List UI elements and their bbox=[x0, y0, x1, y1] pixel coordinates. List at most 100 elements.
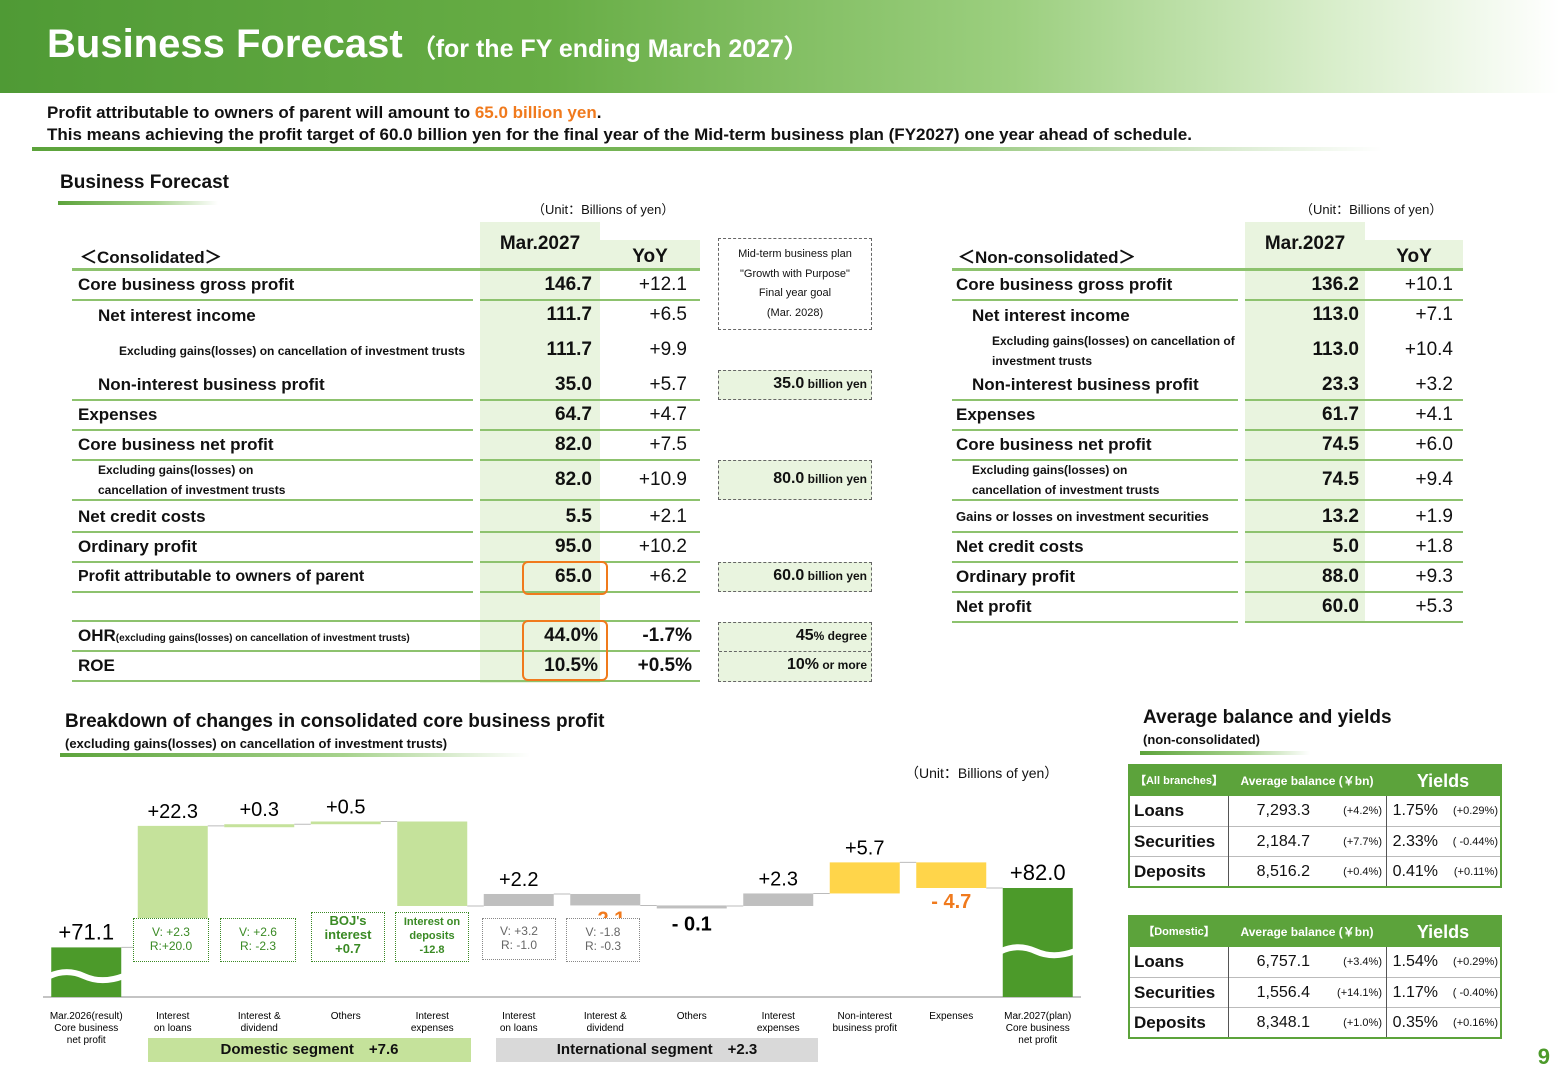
nonconsolidated-row-rule bbox=[1245, 459, 1463, 461]
goal-ratios: 45% degree 10% or more bbox=[718, 622, 872, 682]
nonconsolidated-header-rule bbox=[952, 268, 1463, 271]
waterfall-category-label: Interest & bbox=[238, 1011, 281, 1022]
waterfall-value-label: - 4.7 bbox=[931, 891, 971, 913]
waterfall-category-label: expenses bbox=[757, 1023, 800, 1034]
consolidated-col-yoy: YoY bbox=[632, 246, 668, 267]
waterfall-category-label: expenses bbox=[411, 1023, 454, 1034]
nonconsolidated-label: Expenses bbox=[956, 405, 1036, 424]
yields-row: Securities 2,184.7 (+7.7%) 2.33% ( -0.44%) bbox=[1130, 826, 1500, 856]
nonconsolidated-label: Net profit bbox=[956, 597, 1032, 616]
yields-balance-change: (+3.4%) bbox=[1343, 956, 1382, 968]
nonconsolidated-yoy: +7.1 bbox=[1415, 304, 1453, 325]
consolidated-value: 111.7 bbox=[546, 339, 592, 360]
nonconsolidated-value-column bbox=[1245, 222, 1365, 622]
ratio-row-rule bbox=[72, 680, 700, 682]
consolidated-label: Net credit costs bbox=[78, 507, 206, 526]
waterfall-value-label: +22.3 bbox=[147, 801, 198, 823]
nonconsolidated-label: Core business gross profit bbox=[956, 275, 1173, 294]
yields-balance-change: (+4.2%) bbox=[1343, 805, 1382, 817]
consolidated-row-rule bbox=[480, 499, 700, 501]
note-interest-on-deposits: Interest on deposits -12.8 bbox=[395, 912, 469, 962]
breakdown-subtitle: (excluding gains(losses) on cancellation… bbox=[65, 736, 448, 751]
nonconsolidated-label: Net credit costs bbox=[956, 537, 1084, 556]
yields-rate: 1.17% bbox=[1392, 984, 1438, 1001]
waterfall-value-label: +2.3 bbox=[759, 868, 798, 890]
nonconsolidated-label: Excluding gains(losses) on cancellation … bbox=[992, 334, 1235, 368]
waterfall-category-label: Interest bbox=[502, 1011, 536, 1022]
segment-international: International segment +2.3 bbox=[496, 1038, 818, 1062]
consolidated-row-net-credit-costs: Net credit costs bbox=[72, 503, 473, 533]
yields-column-divider bbox=[1386, 947, 1387, 1037]
waterfall-bar bbox=[829, 862, 900, 894]
consolidated-value-column bbox=[480, 222, 600, 683]
header-banner bbox=[0, 0, 1560, 93]
consolidated-label: Non-interest business profit bbox=[98, 375, 325, 394]
consolidated-yoy: +12.1 bbox=[638, 274, 687, 295]
page-subtitle: （for the FY ending March 2027） bbox=[410, 35, 809, 63]
nonconsolidated-row: Net profit bbox=[952, 593, 1238, 623]
yields-column-divider bbox=[1228, 796, 1229, 886]
consolidated-value: 95.0 bbox=[555, 536, 592, 557]
consolidated-row-rule bbox=[480, 399, 700, 401]
forecast-title-rule bbox=[58, 201, 218, 205]
waterfall-category-label: Interest & bbox=[584, 1011, 627, 1022]
consolidated-row-expenses: Expenses bbox=[72, 401, 473, 431]
consolidated-yoy: +4.7 bbox=[649, 404, 687, 425]
nonconsolidated-yoy-header-bg bbox=[1365, 240, 1463, 270]
consolidated-gap-rule bbox=[72, 620, 700, 622]
consolidated-row-rule bbox=[480, 591, 700, 593]
waterfall-category-label: dividend bbox=[241, 1023, 278, 1034]
nonconsolidated-yoy: +10.4 bbox=[1404, 339, 1453, 360]
nonconsolidated-label: Net interest income bbox=[972, 306, 1130, 325]
midterm-plan-box: Mid-term business plan "Growth with Purp… bbox=[718, 238, 872, 330]
yields-rate-change: (+0.11%) bbox=[1453, 866, 1498, 878]
consolidated-label: Core business net profit bbox=[78, 435, 274, 454]
nonconsolidated-row-rule bbox=[1245, 499, 1463, 501]
nonconsolidated-value: 5.0 bbox=[1332, 536, 1359, 557]
yields-row-label: Securities bbox=[1134, 983, 1216, 1002]
yields-rate: 0.35% bbox=[1392, 1014, 1438, 1031]
consolidated-value: 65.0 bbox=[555, 566, 592, 587]
waterfall-category-label: Interest bbox=[762, 1011, 796, 1022]
nonconsolidated-value: 74.5 bbox=[1322, 434, 1359, 455]
nonconsolidated-row-rule bbox=[1245, 429, 1463, 431]
yields-balance: 6,757.1 bbox=[1256, 953, 1310, 970]
yields-balance: 2,184.7 bbox=[1256, 833, 1310, 850]
nonconsolidated-value: 60.0 bbox=[1322, 596, 1359, 617]
nonconsolidated-unit: （Unit：Billions of yen） bbox=[1300, 202, 1443, 217]
consolidated-heading: ＜Consolidated＞ bbox=[80, 248, 222, 267]
yields-table-tag: 【All branches】 bbox=[1134, 775, 1224, 787]
nonconsolidated-label: Gains or losses on investment securities bbox=[956, 509, 1209, 524]
ratio-label-ohr: OHR(excluding gains(losses) on cancellat… bbox=[78, 626, 410, 645]
yields-row: Securities 1,556.4 (+14.1%) 1.17% ( -0.40%) bbox=[1130, 977, 1500, 1007]
page-title: Business Forecast （for the FY ending Marc… bbox=[47, 22, 809, 66]
consolidated-row-net-interest-income: Net interest income bbox=[72, 301, 473, 331]
note-boj-interest: BOJ's interest +0.7 bbox=[311, 912, 385, 962]
note-interest-on-loans-international: V: +3.2 R: -1.0 bbox=[482, 918, 556, 960]
yields-balance-change: (+1.0%) bbox=[1343, 1017, 1382, 1029]
forecast-title: Business Forecast bbox=[60, 172, 229, 193]
waterfall-bar bbox=[224, 824, 295, 828]
nonconsolidated-yoy: +9.3 bbox=[1415, 566, 1453, 587]
nonconsolidated-yoy: +4.1 bbox=[1415, 404, 1453, 425]
consolidated-label: Ordinary profit bbox=[78, 537, 198, 556]
consolidated-yoy: +2.1 bbox=[649, 506, 687, 527]
consolidated-value: 64.7 bbox=[555, 404, 592, 425]
waterfall-bar bbox=[743, 893, 814, 906]
nonconsolidated-row: Gains or losses on investment securities bbox=[952, 503, 1238, 533]
consolidated-row-core-net-profit: Core business net profit bbox=[72, 431, 473, 461]
waterfall-value-label: +0.5 bbox=[326, 797, 365, 819]
waterfall-bar bbox=[916, 862, 987, 888]
yields-table: 【Domestic】 Average balance (￥bn) Yields Loa… bbox=[1128, 915, 1502, 1039]
yields-col-balance: Average balance (￥bn) bbox=[1240, 925, 1374, 939]
waterfall-bar bbox=[656, 905, 727, 909]
yields-column-divider bbox=[1386, 796, 1387, 886]
waterfall-bar bbox=[483, 893, 554, 906]
highlight-ratios bbox=[522, 620, 608, 681]
ratio-label-roe: ROE bbox=[78, 656, 115, 675]
consolidated-value: 5.5 bbox=[565, 506, 592, 527]
forecast-unit: （Unit：Billions of yen） bbox=[532, 202, 675, 217]
ratio-yoy: -1.7% bbox=[642, 625, 692, 646]
waterfall-bar bbox=[570, 893, 641, 906]
yields-balance-change: (+0.4%) bbox=[1343, 866, 1382, 878]
